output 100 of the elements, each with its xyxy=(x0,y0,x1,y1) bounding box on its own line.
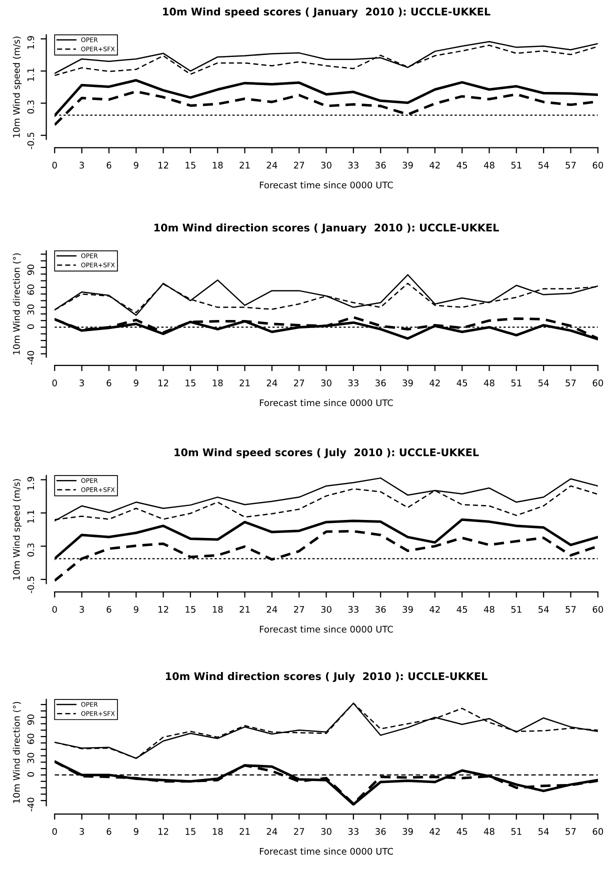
x-tick-label: 45 xyxy=(456,162,468,169)
x-tick-label: 48 xyxy=(484,379,494,386)
x-tick-label: 30 xyxy=(321,162,332,169)
x-tick-label: 18 xyxy=(212,606,223,613)
y-tick-label: 90 xyxy=(27,264,34,275)
x-tick-label: 9 xyxy=(134,606,138,613)
x-tick-label: 51 xyxy=(511,828,522,835)
x-tick-label: 21 xyxy=(240,828,250,835)
x-tick-label: 12 xyxy=(158,828,168,835)
x-tick-label: 27 xyxy=(294,606,304,613)
x-tick-label: 24 xyxy=(266,828,278,835)
y-axis-title: 10m Wind speed (m/s) xyxy=(12,36,22,138)
y-tick-label: -40 xyxy=(27,798,34,812)
y-axis-title: 10m Wind speed (m/s) xyxy=(12,479,22,580)
x-tick-label: 21 xyxy=(240,379,250,386)
x-tick-label: 21 xyxy=(240,606,250,613)
x-tick-label: 9 xyxy=(134,828,138,835)
x-tick-label: 60 xyxy=(592,606,604,613)
y-tick-label: -40 xyxy=(27,350,34,365)
x-tick-label: 15 xyxy=(186,828,196,835)
x-tick-label: 57 xyxy=(566,606,576,613)
y-tick-label: 90 xyxy=(27,714,34,725)
y-tick-label: 0 xyxy=(27,324,34,329)
y-tick-label: -0.5 xyxy=(27,576,34,594)
y-tick-label: -0.5 xyxy=(27,132,34,150)
x-tick-label: 57 xyxy=(566,380,576,386)
x-tick-label: 60 xyxy=(592,162,604,169)
x-tick-label: 24 xyxy=(266,379,278,386)
x-tick-label: 15 xyxy=(186,380,196,386)
x-tick-label: 51 xyxy=(511,162,522,169)
y-axis-title: 10m Wind direction (°) xyxy=(12,702,21,803)
x-tick-label: 42 xyxy=(430,162,440,168)
x-tick-label: 24 xyxy=(266,606,278,613)
x-tick-label: 45 xyxy=(456,606,468,613)
x-axis-title: Forecast time since 0000 UTC xyxy=(260,181,393,188)
y-tick-label: 1.9 xyxy=(27,36,34,49)
x-tick-label: 33 xyxy=(348,606,358,613)
x-tick-label: 12 xyxy=(158,606,168,613)
x-tick-label: 39 xyxy=(402,162,413,169)
x-tick-label: 45 xyxy=(456,828,468,835)
x-tick-label: 30 xyxy=(321,828,332,835)
x-tick-label: 30 xyxy=(321,379,332,386)
x-tick-label: 42 xyxy=(430,379,440,386)
x-tick-label: 39 xyxy=(402,606,413,613)
x-tick-label: 60 xyxy=(592,379,604,386)
x-tick-label: 15 xyxy=(186,162,196,169)
chart-title: 10m Wind direction scores ( July 2010 ): UCCLE-UKKEL xyxy=(166,672,488,682)
x-tick-label: 51 xyxy=(511,606,522,613)
x-tick-label: 36 xyxy=(376,379,386,386)
x-tick-label: 57 xyxy=(566,162,576,169)
x-tick-label: 0 xyxy=(52,379,57,386)
x-tick-label: 48 xyxy=(484,162,494,169)
x-axis-title: Forecast time since 0000 UTC xyxy=(260,399,393,406)
x-tick-label: 6 xyxy=(106,828,112,835)
y-tick-label: 0.3 xyxy=(27,543,34,557)
y-tick-label: 30 xyxy=(27,304,34,315)
x-tick-label: 3 xyxy=(80,379,84,386)
x-tick-label: 9 xyxy=(134,379,138,386)
x-axis-title: Forecast time since 0000 UTC xyxy=(260,626,393,633)
x-tick-label: 54 xyxy=(538,828,549,835)
x-tick-label: 3 xyxy=(80,606,84,613)
x-tick-label: 54 xyxy=(538,606,549,613)
x-tick-label: 60 xyxy=(592,828,604,835)
y-tick-label: 1.1 xyxy=(27,510,34,523)
x-tick-label: 33 xyxy=(348,379,358,386)
x-tick-label: 39 xyxy=(402,379,413,386)
x-tick-label: 27 xyxy=(294,379,304,386)
x-tick-label: 18 xyxy=(212,379,223,386)
x-tick-label: 18 xyxy=(212,828,223,835)
x-tick-label: 33 xyxy=(348,162,358,169)
x-tick-label: 18 xyxy=(212,162,223,169)
x-tick-label: 27 xyxy=(294,828,304,835)
chart-title: 10m Wind speed scores ( July 2010 ): UCCLE-UKKEL xyxy=(174,448,479,458)
y-tick-label: 60 xyxy=(27,284,34,295)
x-tick-label: 54 xyxy=(538,380,549,386)
x-tick-label: 6 xyxy=(106,606,112,613)
x-tick-label: 48 xyxy=(484,828,494,835)
x-tick-label: 3 xyxy=(80,828,84,835)
y-tick-label: 0.3 xyxy=(27,100,34,114)
x-tick-label: 36 xyxy=(376,606,386,613)
chart-title: 10m Wind speed scores ( January 2010 ): UCCLE-UKKEL xyxy=(163,7,490,18)
x-tick-label: 27 xyxy=(294,162,304,168)
x-tick-label: 24 xyxy=(266,162,278,168)
x-axis-title: Forecast time since 0000 UTC xyxy=(260,848,393,855)
x-tick-label: 54 xyxy=(538,162,549,169)
x-tick-label: 6 xyxy=(106,162,112,169)
x-tick-label: 21 xyxy=(240,162,250,168)
y-tick-label: 1.1 xyxy=(27,68,34,81)
x-tick-label: 36 xyxy=(376,828,386,835)
x-tick-label: 51 xyxy=(511,380,522,386)
x-tick-label: 45 xyxy=(456,380,468,386)
chart-title: 10m Wind direction scores ( January 2010 ): UCCLE-UKKEL xyxy=(154,223,499,234)
x-tick-label: 12 xyxy=(158,379,168,386)
x-tick-label: 9 xyxy=(134,162,138,169)
x-tick-label: 36 xyxy=(376,162,386,169)
y-tick-label: 1.9 xyxy=(27,476,34,490)
x-tick-label: 57 xyxy=(566,828,576,835)
x-tick-label: 6 xyxy=(106,379,112,386)
y-tick-label: 0 xyxy=(27,772,34,777)
x-tick-label: 0 xyxy=(52,162,57,169)
